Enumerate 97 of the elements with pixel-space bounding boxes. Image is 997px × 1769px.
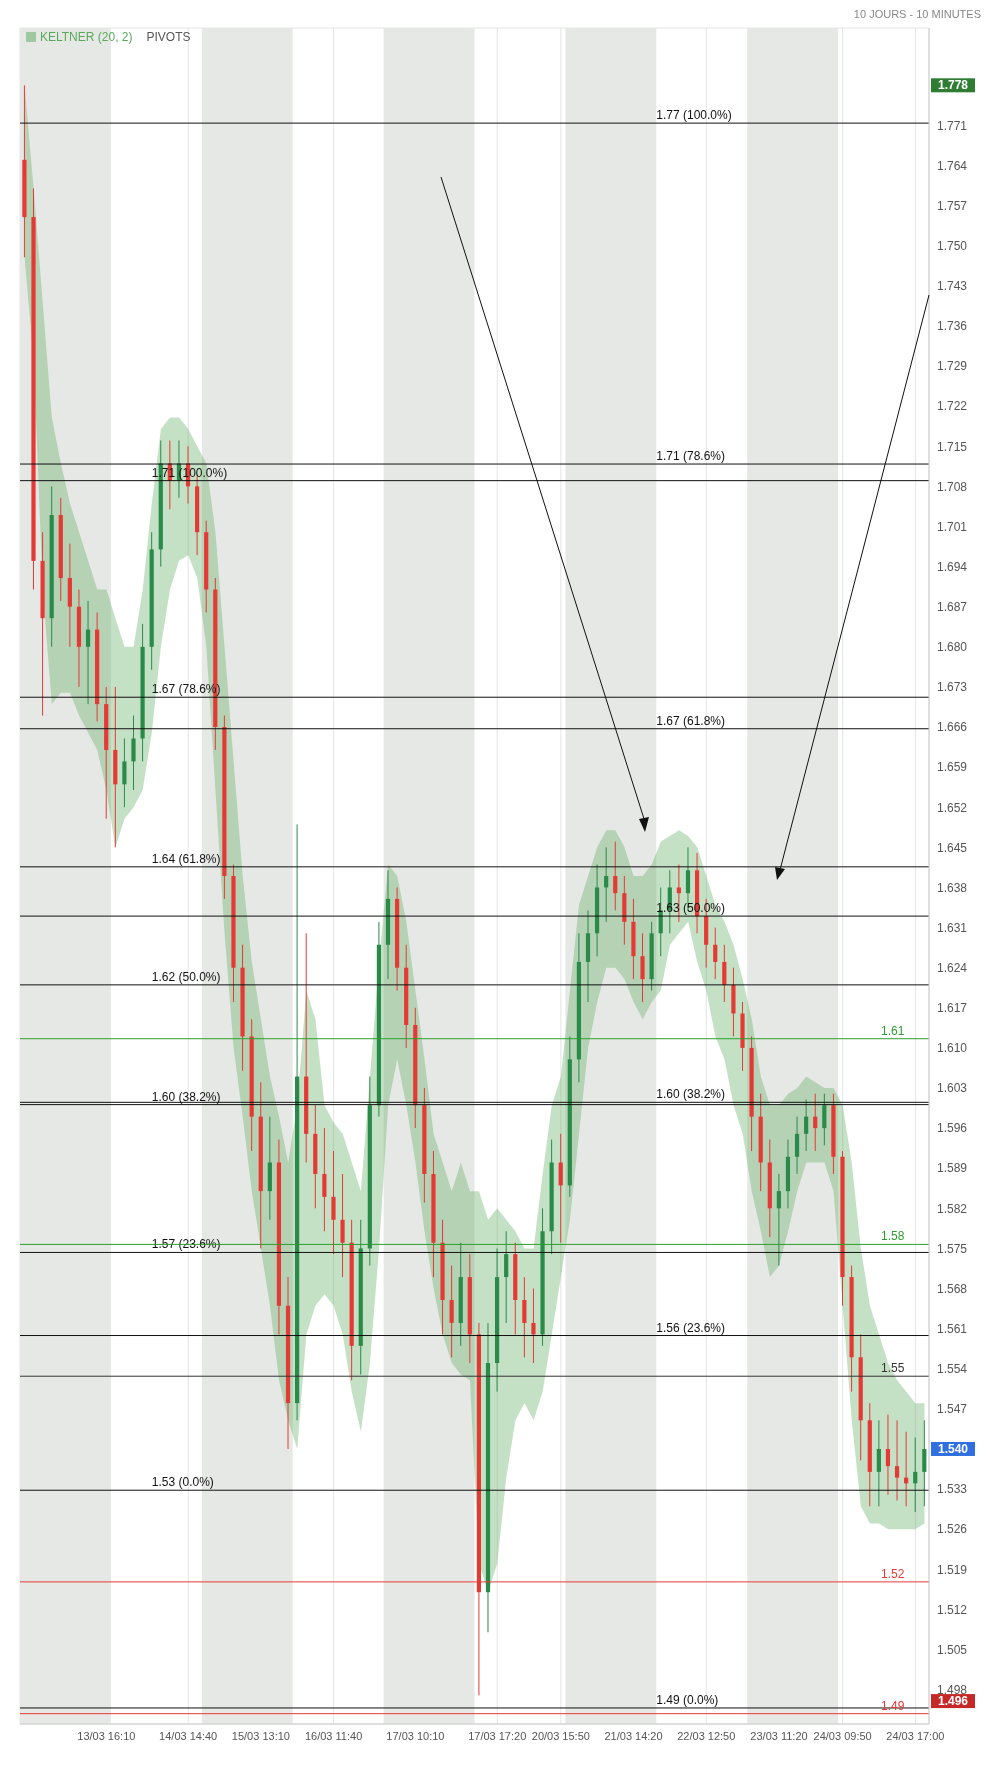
ref-line-label: 1.60 (38.2%) <box>151 1089 221 1104</box>
y-tick-label: 1.617 <box>937 1001 968 1016</box>
candlestick <box>504 1230 509 1324</box>
x-tick-label: 23/03 11:20 <box>750 1729 808 1742</box>
candlestick <box>794 1116 800 1175</box>
y-tick-label: 1.680 <box>937 640 968 655</box>
candlestick <box>613 841 618 911</box>
x-tick-label: 13/03 16:10 <box>77 1729 136 1742</box>
y-tick-label: 1.505 <box>937 1642 968 1657</box>
candlestick <box>913 1437 918 1513</box>
y-tick-label: 1.589 <box>937 1161 968 1176</box>
y-tick-label: 1.631 <box>937 920 968 935</box>
y-tick-label: 1.715 <box>937 439 968 454</box>
y-tick-label: 1.701 <box>937 519 968 534</box>
annotation: 1.496 <box>937 1694 969 1709</box>
y-tick-label: 1.764 <box>937 158 968 173</box>
y-tick-label: 1.666 <box>937 720 968 735</box>
x-tick-label: 17/03 17:20 <box>468 1729 527 1742</box>
ref-line-label: 1.77 (100.0%) <box>656 108 732 123</box>
ref-line-label: 1.71 (78.6%) <box>656 449 726 464</box>
y-tick-label: 1.596 <box>937 1121 968 1136</box>
candlestick <box>894 1419 900 1502</box>
ref-line-label: 1.67 (61.8%) <box>656 713 726 728</box>
chart-subtitle: 10 JOURS - 10 MINUTES <box>853 8 981 20</box>
y-tick-label: 1.750 <box>937 238 968 253</box>
candlestick <box>131 715 136 791</box>
y-tick-label: 1.722 <box>937 399 968 414</box>
y-tick-label: 1.575 <box>937 1241 968 1256</box>
y-tick-label: 1.659 <box>937 760 968 775</box>
ref-line-label: 1.61 <box>880 1023 905 1038</box>
x-tick-label: 24/03 09:50 <box>813 1729 872 1742</box>
y-tick-label: 1.708 <box>937 479 968 494</box>
candlestick <box>804 1098 809 1152</box>
candlestick <box>713 927 718 980</box>
legend-label: KELTNER (20, 2) <box>40 30 133 44</box>
candlestick <box>558 1133 563 1244</box>
ref-line-label: 1.64 (61.8%) <box>151 851 221 866</box>
y-tick-label: 1.694 <box>937 559 968 574</box>
candlestick <box>776 1173 781 1267</box>
candlestick <box>85 600 91 705</box>
x-tick-label: 15/03 13:10 <box>231 1729 290 1742</box>
ref-line-label: 1.49 (0.0%) <box>656 1692 719 1707</box>
y-tick-label: 1.652 <box>937 800 968 815</box>
y-tick-label: 1.498 <box>937 1682 968 1697</box>
candlestick <box>449 1265 454 1358</box>
candlestick <box>322 1127 327 1232</box>
x-tick-label: 17/03 10:10 <box>386 1729 445 1742</box>
x-tick-label: 21/03 14:20 <box>604 1729 663 1742</box>
candlestick <box>531 1288 536 1364</box>
candlestick <box>604 846 609 923</box>
y-tick-label: 1.771 <box>937 118 968 133</box>
annotation: 1.540 <box>937 1441 969 1456</box>
candlestick <box>885 1414 891 1496</box>
candlestick <box>331 1150 336 1255</box>
y-tick-label: 1.603 <box>937 1081 968 1096</box>
y-tick-label: 1.743 <box>937 279 968 294</box>
y-tick-label: 1.519 <box>937 1562 968 1577</box>
ref-line-label: 1.52 <box>880 1566 905 1581</box>
ref-line-label: 1.53 (0.0%) <box>151 1475 214 1490</box>
y-tick-label: 1.736 <box>937 319 968 334</box>
y-tick-label: 1.624 <box>937 960 968 975</box>
ref-line-label: 1.58 <box>880 1229 905 1244</box>
ref-line-label: 1.56 (23.6%) <box>656 1320 726 1335</box>
y-tick-label: 1.561 <box>937 1321 968 1336</box>
y-tick-label: 1.645 <box>937 840 968 855</box>
x-tick-label: 14/03 14:40 <box>159 1729 218 1742</box>
ref-line-label: 1.60 (38.2%) <box>656 1087 726 1102</box>
candlestick <box>340 1173 345 1278</box>
y-tick-label: 1.638 <box>937 880 968 895</box>
y-tick-label: 1.554 <box>937 1362 968 1377</box>
y-tick-label: 1.512 <box>937 1602 968 1617</box>
annotation: PIVOTS <box>146 30 191 44</box>
candlestick <box>922 1419 927 1507</box>
candlestick <box>522 1276 527 1358</box>
candlestick <box>813 1093 818 1152</box>
candlestick <box>640 932 645 1003</box>
x-tick-label: 20/03 15:50 <box>531 1729 590 1742</box>
candlestick <box>122 737 127 808</box>
y-tick-label: 1.533 <box>937 1482 968 1497</box>
y-tick-label: 1.610 <box>937 1041 968 1056</box>
candlestick <box>876 1419 881 1507</box>
y-tick-label: 1.547 <box>937 1402 968 1417</box>
annotation: 1.778 <box>937 78 969 93</box>
y-tick-label: 1.526 <box>937 1522 968 1537</box>
ref-line-label: 1.62 (50.0%) <box>151 969 221 984</box>
y-tick-label: 1.673 <box>937 680 968 695</box>
y-tick-label: 1.568 <box>937 1281 968 1296</box>
y-tick-label: 1.687 <box>937 599 968 614</box>
x-tick-label: 22/03 12:50 <box>677 1729 736 1742</box>
candlestick <box>822 1093 827 1146</box>
y-tick-label: 1.729 <box>937 359 968 374</box>
x-tick-label: 16/03 11:40 <box>304 1729 363 1742</box>
x-tick-label: 24/03 17:00 <box>886 1729 945 1742</box>
y-tick-label: 1.582 <box>937 1201 968 1216</box>
ref-line-label: 1.55 <box>880 1361 905 1376</box>
y-tick-label: 1.757 <box>937 198 968 213</box>
candlestick <box>722 944 727 1003</box>
